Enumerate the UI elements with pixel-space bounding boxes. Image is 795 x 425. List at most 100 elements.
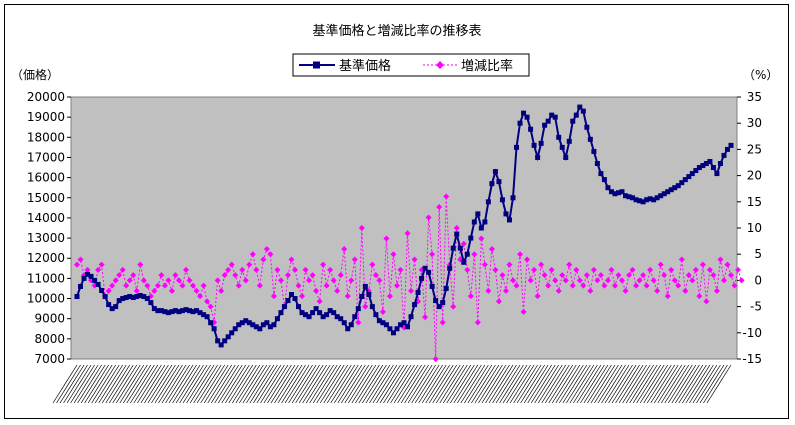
price-point xyxy=(144,296,150,302)
y-left-ticks: 20000 19000 18000 17000 16000 15000 14000 13000… xyxy=(27,90,71,366)
price-point xyxy=(352,314,358,320)
ratio-point xyxy=(130,272,137,279)
x-tick-label xyxy=(302,364,327,404)
price-point xyxy=(728,142,734,148)
ratio-point xyxy=(95,266,102,273)
x-tick-label xyxy=(348,364,373,404)
ratio-point xyxy=(531,266,538,273)
price-point xyxy=(127,294,133,300)
price-point xyxy=(204,314,210,320)
x-tick-label xyxy=(221,364,247,404)
price-point xyxy=(327,308,333,314)
ratio-point xyxy=(337,272,344,279)
price-point xyxy=(130,295,136,301)
price-point xyxy=(619,189,625,195)
ratio-point xyxy=(74,261,80,268)
ratio-point xyxy=(379,308,386,315)
x-tick-label xyxy=(70,364,95,404)
y-right-tick-label: 30 xyxy=(747,116,762,130)
x-tick-label xyxy=(530,364,556,404)
x-tick-label xyxy=(358,364,384,404)
price-point xyxy=(362,283,368,289)
x-tick-label xyxy=(464,364,489,404)
x-tick-label xyxy=(333,364,359,404)
x-tick-label xyxy=(56,364,81,404)
y-right-axis-label: （%） xyxy=(743,68,778,82)
price-point xyxy=(401,320,407,326)
x-tick-label xyxy=(98,364,124,404)
price-point xyxy=(383,322,389,328)
ratio-point xyxy=(685,272,692,279)
ratio-point xyxy=(601,282,608,289)
ratio-point xyxy=(316,298,323,305)
price-point xyxy=(408,314,414,320)
price-point xyxy=(647,196,653,202)
ratio-line xyxy=(76,196,742,360)
x-tick-label xyxy=(594,364,619,404)
price-point xyxy=(109,306,115,312)
ratio-point xyxy=(168,287,175,294)
x-tick-label xyxy=(224,364,250,404)
price-point xyxy=(148,300,154,306)
ratio-point xyxy=(647,266,654,273)
x-tick-label xyxy=(513,364,538,404)
x-tick-label xyxy=(418,364,443,404)
price-point xyxy=(626,194,632,200)
x-tick-label xyxy=(685,364,711,404)
x-tick-label xyxy=(249,364,275,404)
price-point xyxy=(693,168,699,174)
ratio-point xyxy=(488,245,495,252)
ratio-point xyxy=(372,272,379,279)
price-point xyxy=(345,326,351,332)
x-tick-label xyxy=(604,364,630,404)
ratio-point xyxy=(263,245,270,252)
price-point xyxy=(183,307,189,313)
price-point xyxy=(92,277,98,283)
price-point xyxy=(426,269,432,275)
x-tick-label xyxy=(699,364,725,404)
x-tick-label xyxy=(657,364,683,404)
ratio-point xyxy=(253,266,260,273)
ratio-point xyxy=(242,277,249,284)
ratio-point xyxy=(689,277,696,284)
price-point xyxy=(464,251,470,257)
y-right-tick-label: 20 xyxy=(747,169,762,183)
price-point xyxy=(281,304,287,310)
x-tick-label xyxy=(492,364,517,404)
y-right-tick-label: 5 xyxy=(754,247,762,261)
x-tick-label xyxy=(172,364,197,404)
y-left-tick-label: 15000 xyxy=(27,191,65,205)
x-tick-label xyxy=(432,364,458,404)
price-point xyxy=(475,211,481,217)
ratio-point xyxy=(478,235,485,242)
x-tick-label xyxy=(239,364,264,404)
price-point xyxy=(397,322,403,328)
x-tick-label xyxy=(411,364,436,404)
price-point xyxy=(412,302,418,308)
x-tick-label xyxy=(186,364,211,404)
ratio-point xyxy=(320,261,327,268)
ratio-point xyxy=(98,261,105,268)
x-tick-label xyxy=(267,364,292,404)
price-point xyxy=(141,294,147,300)
chart-svg: 基準価格と増減比率の推移表 基準価格 増減比率 （価格） （%） 20000 19… xyxy=(11,23,778,404)
x-tick-label xyxy=(615,364,640,404)
x-tick-label xyxy=(344,364,370,404)
price-point xyxy=(419,275,425,281)
price-point xyxy=(239,320,245,326)
price-point xyxy=(721,152,727,158)
x-tick-label xyxy=(636,364,661,404)
price-point xyxy=(549,112,555,118)
x-tick-label xyxy=(126,364,152,404)
price-point xyxy=(285,298,291,304)
ratio-point xyxy=(334,287,341,294)
price-point xyxy=(88,273,94,279)
ratio-point xyxy=(615,272,622,279)
ratio-point xyxy=(492,266,499,273)
x-tick-label xyxy=(425,364,451,404)
x-tick-label xyxy=(527,364,552,404)
ratio-point xyxy=(604,277,611,284)
x-tick-label xyxy=(421,364,447,404)
price-point xyxy=(288,292,294,298)
price-point xyxy=(601,177,607,183)
